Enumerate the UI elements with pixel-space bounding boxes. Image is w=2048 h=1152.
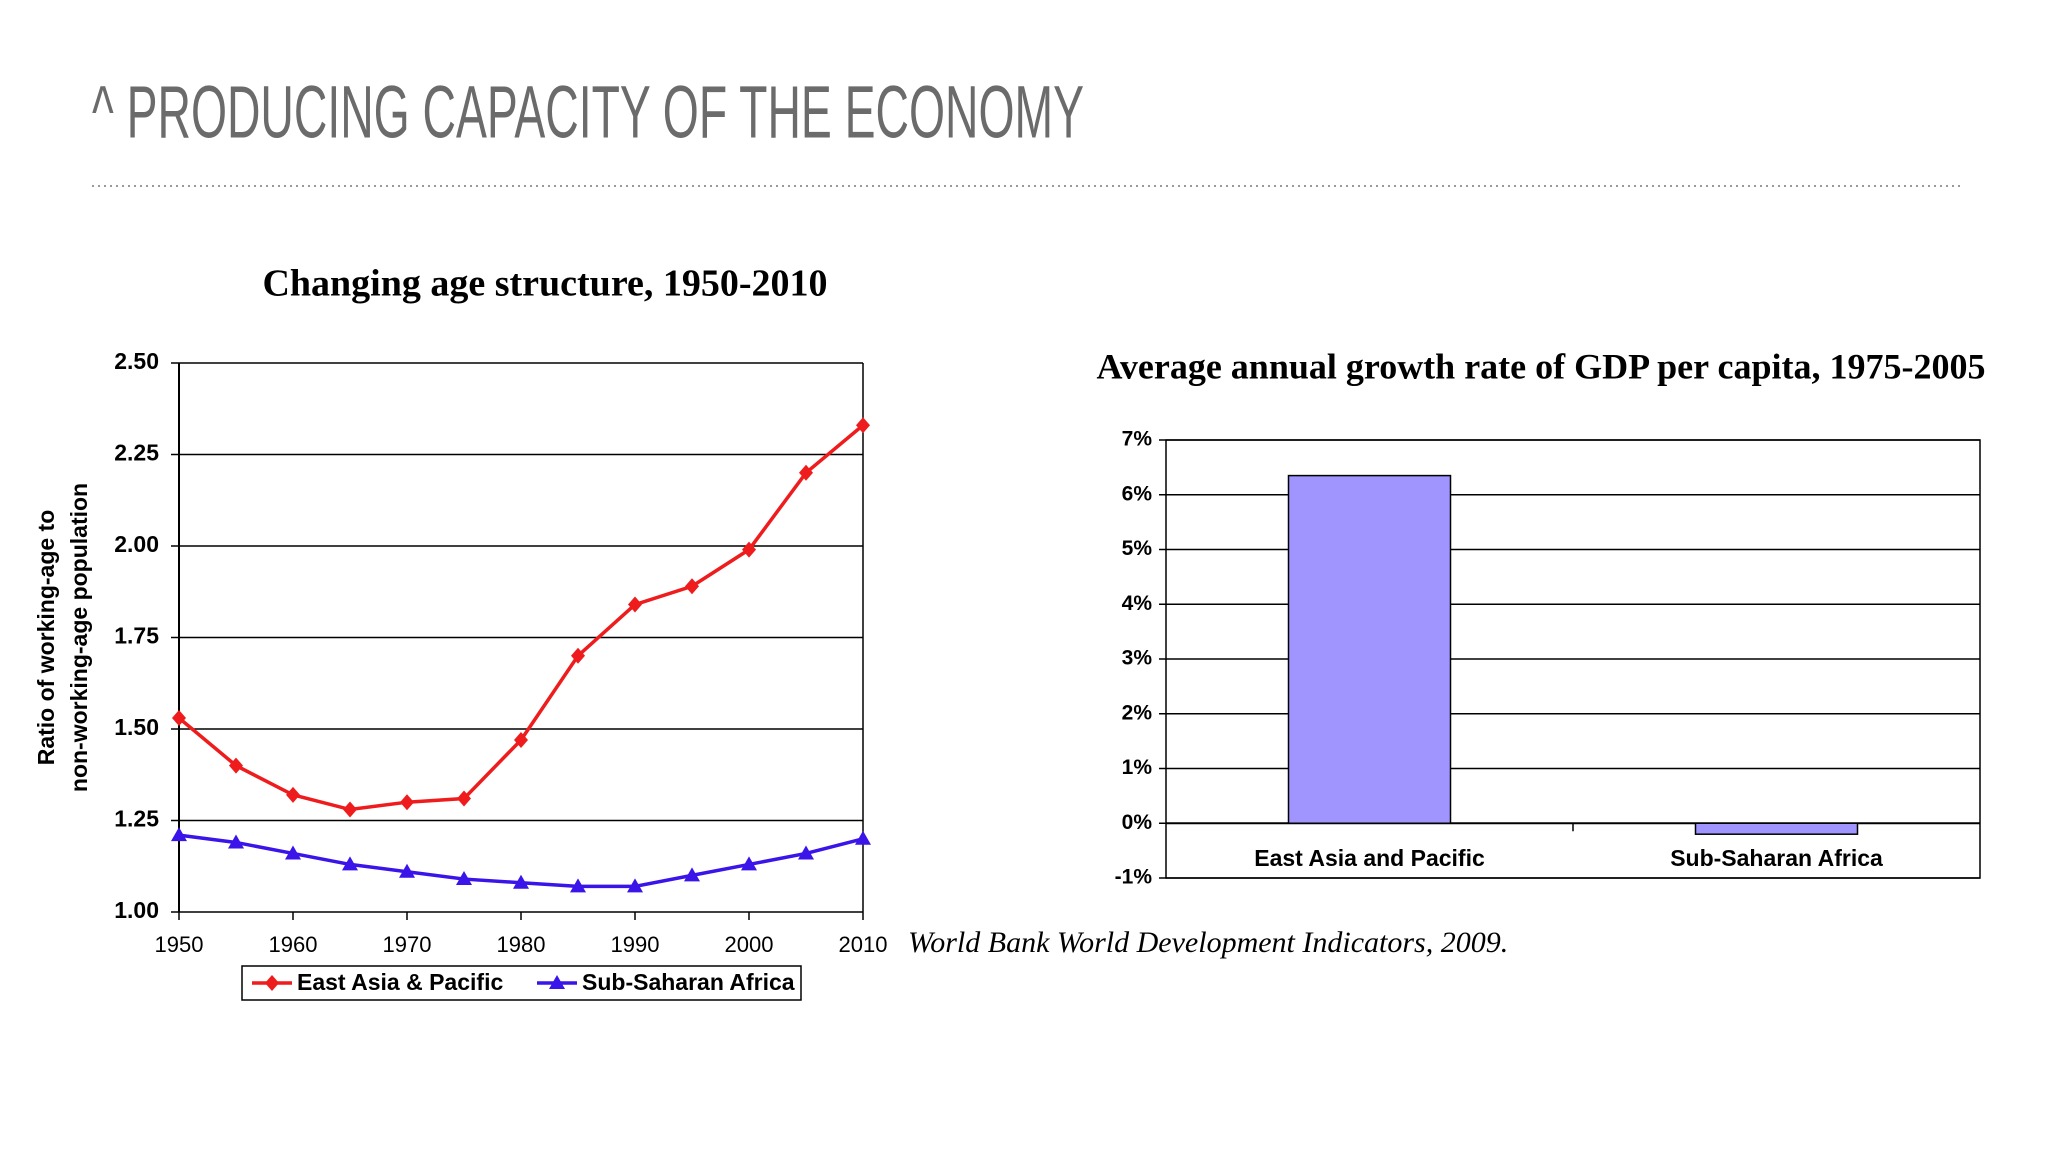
series-marker: [571, 647, 585, 664]
y-tick-label: 6%: [1122, 482, 1153, 505]
y-tick-label: -1%: [1115, 866, 1153, 889]
legend-label: Sub-Saharan Africa: [582, 969, 795, 995]
y-tick-label: 2.50: [114, 348, 159, 374]
y-tick-label: 0%: [1122, 811, 1153, 834]
series-marker: [855, 830, 871, 845]
series-marker: [684, 867, 700, 882]
series-marker: [342, 856, 358, 871]
x-tick-label: Sub-Saharan Africa: [1670, 845, 1883, 871]
y-tick-label: 1.25: [114, 806, 159, 832]
series-marker: [286, 786, 300, 803]
x-tick-label: 1960: [269, 932, 318, 957]
x-tick-label: 2000: [725, 932, 774, 957]
series-marker: [172, 710, 186, 727]
y-tick-label: 2.25: [114, 440, 159, 466]
x-tick-label: 1980: [497, 932, 546, 957]
y-tick-label: 1.00: [114, 897, 159, 923]
x-tick-label: 2010: [839, 932, 888, 957]
series-marker: [570, 878, 586, 893]
y-tick-label: 7%: [1122, 428, 1153, 451]
series-marker: [285, 845, 301, 860]
y-tick-label: 1.50: [114, 714, 159, 740]
legend-label: East Asia & Pacific: [297, 969, 503, 995]
series-marker: [742, 541, 756, 558]
series-marker: [685, 578, 699, 595]
series-marker: [456, 871, 472, 886]
series-marker: [513, 874, 529, 889]
series-marker: [798, 845, 814, 860]
y-tick-label: 4%: [1122, 592, 1153, 615]
bar: [1287, 474, 1452, 824]
series-marker: [627, 878, 643, 893]
series-marker: [343, 801, 357, 818]
x-tick-label: 1950: [155, 932, 204, 957]
y-tick-label: 3%: [1122, 647, 1153, 670]
legend-marker: [549, 975, 565, 989]
y-tick-label: 1%: [1122, 756, 1153, 779]
x-tick-label: 1970: [383, 932, 432, 957]
series-marker: [741, 856, 757, 871]
y-tick-label: 1.75: [114, 623, 159, 649]
series-marker: [229, 757, 243, 774]
series-marker: [799, 464, 813, 481]
slide-title: ^ PRODUCING CAPACITY OF THE ECONOMY: [92, 71, 1084, 154]
series-marker: [228, 834, 244, 849]
series-marker: [399, 863, 415, 878]
series-marker: [171, 827, 187, 842]
series-marker: [457, 790, 471, 807]
x-tick-label: 1990: [611, 932, 660, 957]
series-marker: [628, 596, 642, 613]
y-axis-label: non-working-age population: [66, 483, 92, 792]
y-tick-label: 2.00: [114, 531, 159, 557]
series-marker: [400, 794, 414, 811]
x-tick-label: East Asia and Pacific: [1254, 845, 1485, 871]
y-tick-label: 2%: [1122, 701, 1153, 724]
series-marker: [514, 731, 528, 748]
source-note: World Bank World Development Indicators,…: [908, 926, 1508, 959]
chart-title: Changing age structure, 1950-2010: [262, 263, 827, 305]
bar: [1694, 822, 1859, 835]
y-tick-label: 5%: [1122, 537, 1153, 560]
legend: [241, 965, 802, 1001]
y-axis-label: Ratio of working-age to: [33, 510, 59, 766]
chart-title: Average annual growth rate of GDP per ca…: [1097, 346, 1986, 386]
legend-marker: [265, 975, 279, 991]
series-marker: [856, 417, 870, 434]
